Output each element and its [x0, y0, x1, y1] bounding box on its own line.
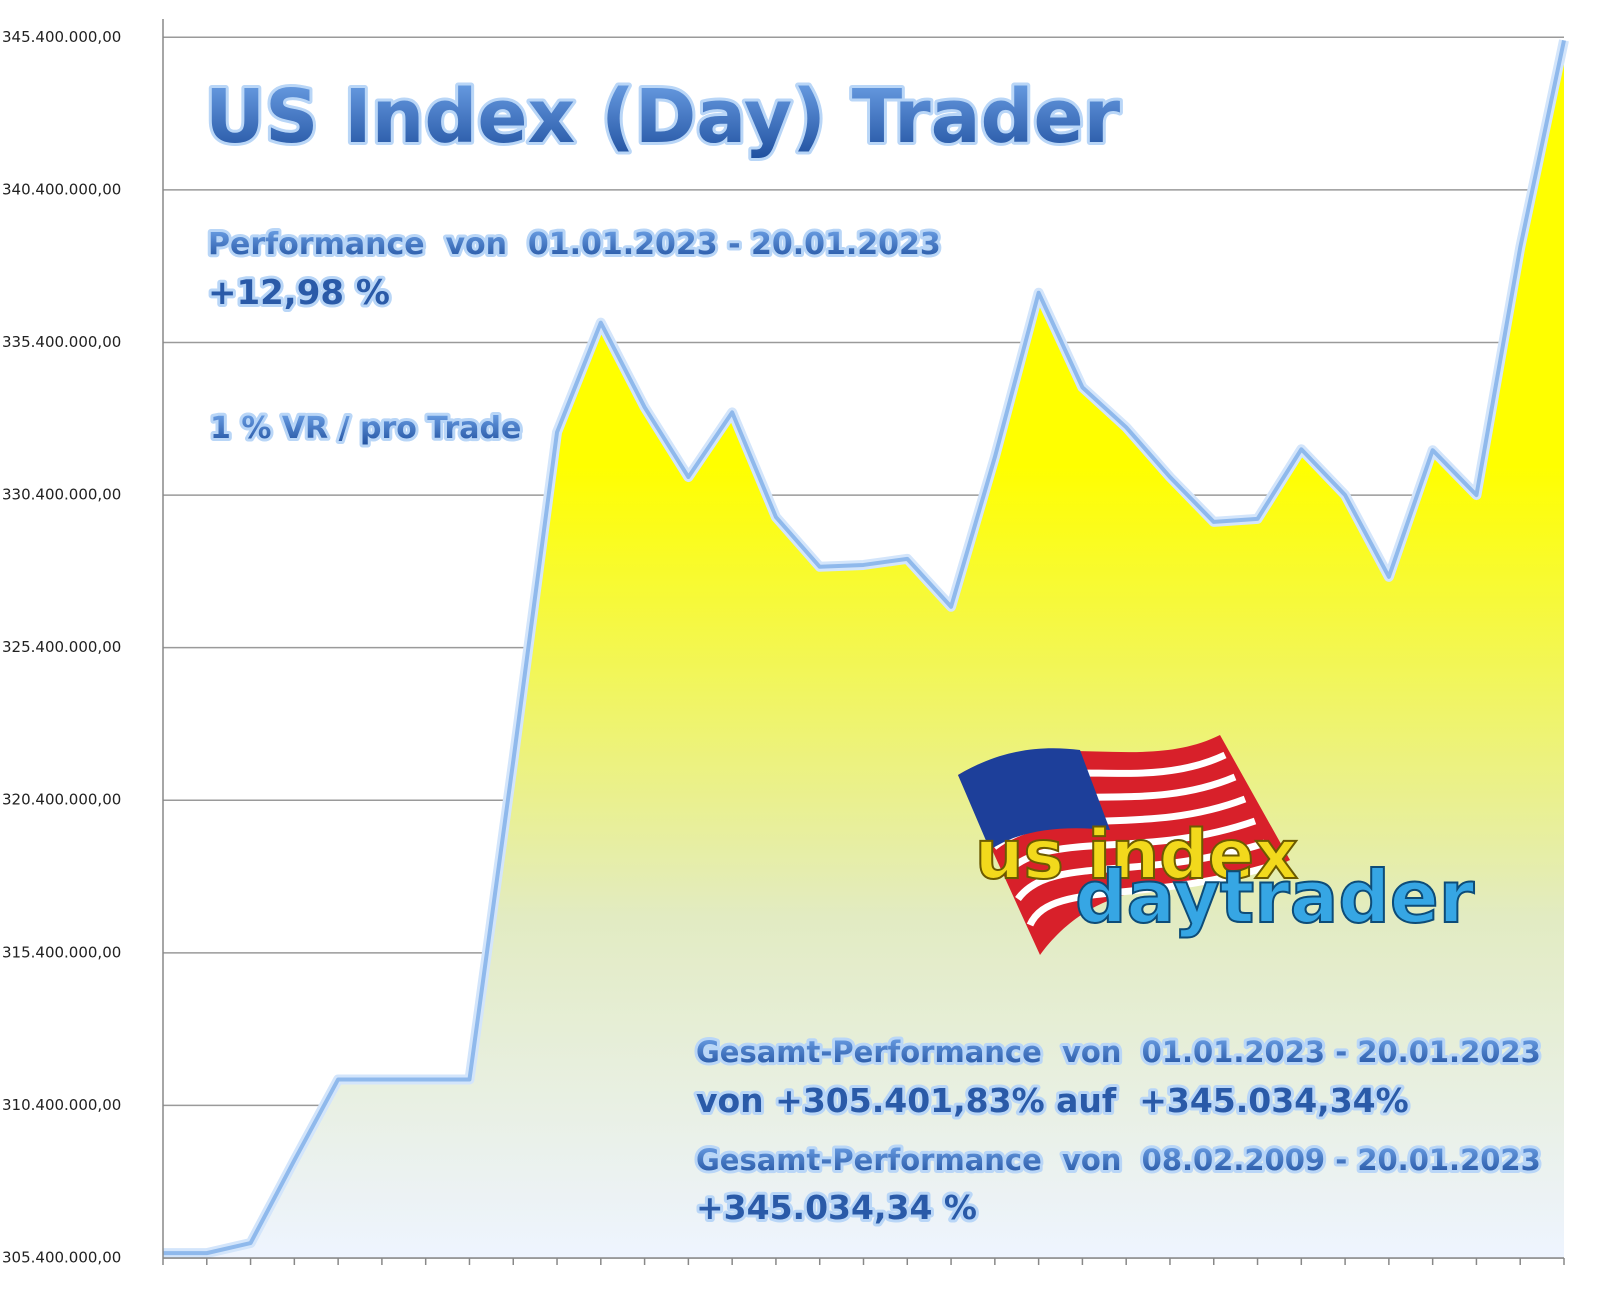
area-line [163, 39, 1566, 1256]
area-fill [163, 40, 1564, 1259]
logo-text: us index [975, 816, 1298, 895]
logo-text: daytrader [1075, 855, 1475, 939]
y-tick-label: 305.400.000,00 [2, 1249, 121, 1267]
annotation: Gesamt-Performance von 08.02.2009 - 20.0… [696, 1143, 1541, 1177]
y-tick-label: 340.400.000,00 [2, 180, 121, 198]
logo-stripe [1026, 861, 1276, 927]
annotation: +345.034,34 % [696, 1188, 977, 1227]
annotation: Gesamt-Performance von 01.01.2023 - 20.0… [696, 1035, 1541, 1069]
y-tick-label: 345.400.000,00 [2, 28, 121, 46]
logo-canton [958, 748, 1110, 850]
y-tick-label: 335.400.000,00 [2, 333, 121, 351]
y-tick-label: 315.400.000,00 [2, 943, 121, 961]
logo-stripe [1003, 817, 1257, 876]
y-tick-label: 330.400.000,00 [2, 486, 121, 504]
annotation: 1 % VR / pro Trade [210, 411, 521, 446]
y-tick-label: 310.400.000,00 [2, 1096, 121, 1114]
chart-title: US Index (Day) Trader [205, 74, 1121, 160]
annotation: von +305.401,83% auf +345.034,34% [696, 1081, 1409, 1120]
annotation: +12,98 % [208, 273, 390, 313]
logo-stripe [1015, 839, 1267, 902]
y-tick-label: 325.400.000,00 [2, 638, 121, 656]
annotation: Performance von 01.01.2023 - 20.01.2023 [208, 227, 941, 262]
y-tick-label: 320.400.000,00 [2, 791, 121, 809]
